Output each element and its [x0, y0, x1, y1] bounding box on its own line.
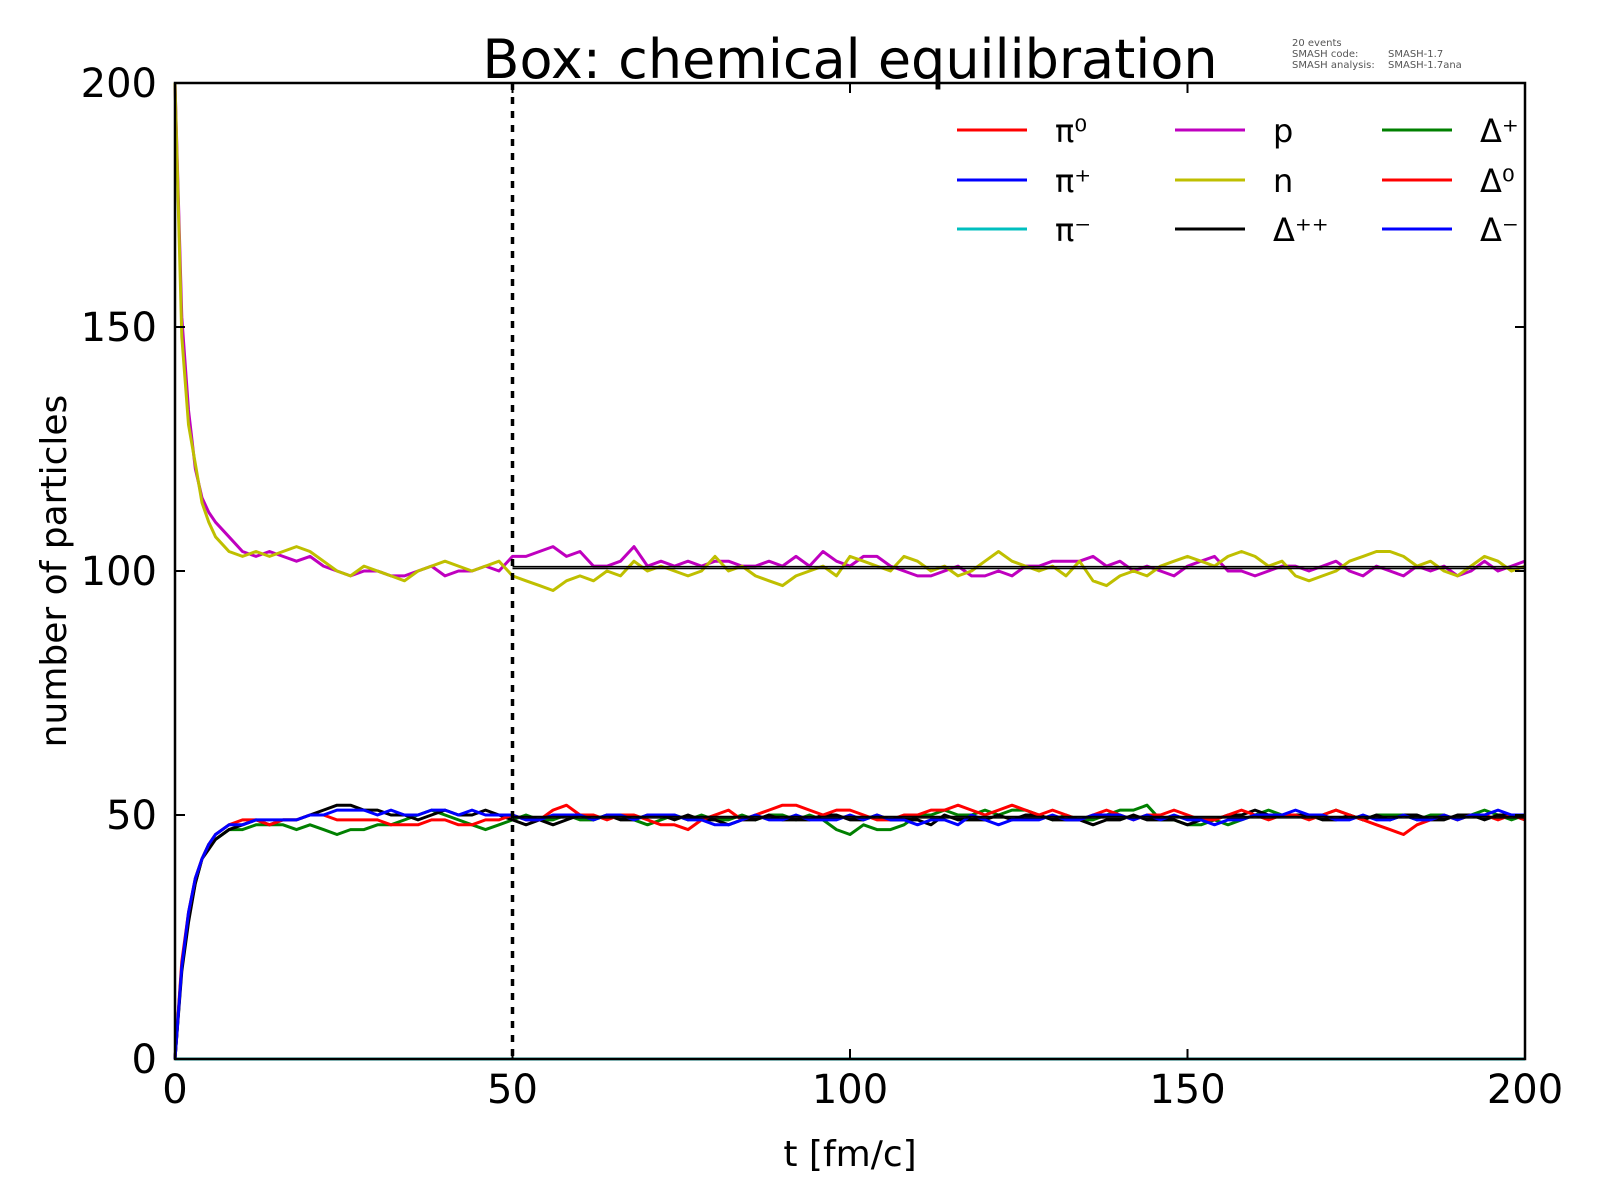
y-tick-label: 0 — [132, 1037, 157, 1083]
legend-label: p — [1273, 112, 1293, 150]
legend-label: n — [1273, 162, 1293, 200]
legend-entry-0: π⁰ — [957, 112, 1087, 150]
y-tick-label: 200 — [81, 61, 157, 107]
legend-label: π⁰ — [1055, 112, 1087, 150]
legend-entry-4: n — [1175, 162, 1293, 200]
x-tick-label: 200 — [1487, 1067, 1563, 1113]
y-tick-label: 150 — [81, 305, 157, 351]
series-line-5 — [173, 803, 1526, 1060]
legend-entry-3: p — [1175, 112, 1293, 150]
x-tick-label: 0 — [162, 1067, 187, 1113]
annotation-analysis-label: SMASH analysis: — [1292, 60, 1375, 71]
annotation-events: 20 events — [1292, 38, 1342, 49]
series-line-7 — [173, 803, 1526, 1060]
annotation: 20 events SMASH code: SMASH-1.7 SMASH an… — [1292, 38, 1462, 71]
legend-entry-8: Δ⁻ — [1382, 211, 1519, 249]
series-line-3 — [173, 82, 1526, 578]
x-axis-label: t [fm/c] — [783, 1134, 916, 1175]
x-tick-label: 50 — [487, 1067, 538, 1113]
annotation-analysis-value: SMASH-1.7ana — [1388, 60, 1462, 71]
legend-entry-5: Δ⁺⁺ — [1175, 211, 1329, 249]
axis-ticks: 0 50 100 150 200 0 50 100 150 200 — [81, 61, 1564, 1113]
legend-entry-1: π⁺ — [957, 162, 1091, 200]
legend-label: Δ⁰ — [1480, 162, 1515, 200]
x-tick-label: 150 — [1149, 1067, 1225, 1113]
legend-label: π⁻ — [1055, 211, 1091, 249]
legend-entry-2: π⁻ — [957, 211, 1091, 249]
series-line-6 — [173, 803, 1526, 1060]
x-tick-label: 100 — [812, 1067, 888, 1113]
legend-entry-6: Δ⁺ — [1382, 112, 1519, 150]
legend-label: π⁺ — [1055, 162, 1091, 200]
legend: π⁰ π⁺ π⁻ pn Δ⁺⁺ Δ⁺ Δ⁰ Δ⁻ — [957, 112, 1519, 249]
y-tick-label: 100 — [81, 549, 157, 595]
axes-frame — [173, 81, 1527, 1061]
series-line-4 — [173, 82, 1526, 592]
legend-label: Δ⁺⁺ — [1273, 211, 1329, 249]
annotation-code-label: SMASH code: — [1292, 49, 1358, 60]
legend-label: Δ⁻ — [1480, 211, 1519, 249]
legend-entry-7: Δ⁰ — [1382, 162, 1515, 200]
legend-label: Δ⁺ — [1480, 112, 1519, 150]
chart-title: Box: chemical equilibration — [482, 28, 1217, 91]
y-tick-label: 50 — [106, 793, 157, 839]
y-axis-label: number of particles — [34, 395, 75, 748]
series-line-8 — [173, 808, 1525, 1060]
annotation-code-value: SMASH-1.7 — [1388, 49, 1443, 60]
